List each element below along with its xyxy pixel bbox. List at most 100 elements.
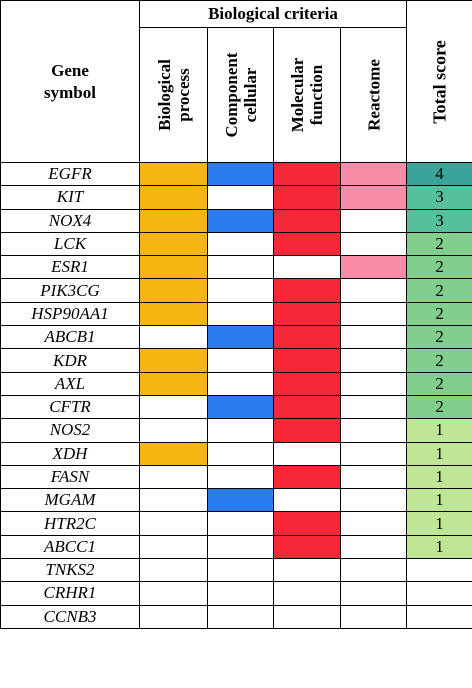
- biological-process-cell: [139, 488, 208, 513]
- biological-process-cell: [139, 534, 208, 560]
- table-row: HTR2C 1: [0, 511, 472, 536]
- component-cellular-cell: [207, 581, 274, 606]
- reactome-cell: [339, 371, 408, 396]
- table-row: KIT 3: [0, 185, 472, 210]
- table-row: ABCB1 2: [0, 325, 472, 350]
- component-cellular-cell: [207, 325, 274, 350]
- gene-symbol-cell: ABCB1: [0, 325, 140, 350]
- table-row: CRHR1: [0, 581, 472, 606]
- reactome-cell: [339, 161, 408, 187]
- biological-process-cell: [139, 301, 208, 327]
- molecular-function-cell: [273, 371, 341, 396]
- molecular-function-cell: [273, 464, 341, 490]
- total-score-cell: 2: [406, 348, 472, 373]
- total-score-cell: 3: [406, 208, 472, 233]
- table-row: CFTR 2: [0, 394, 472, 420]
- reactome-cell: [339, 511, 408, 536]
- table-row: XDH 1: [0, 441, 472, 466]
- biological-criteria-header: Biological criteria: [138, 0, 408, 28]
- biological-process-cell: [139, 255, 208, 280]
- table-row: NOX4 3: [0, 208, 472, 233]
- reactome-cell: [339, 604, 408, 629]
- total-score-cell: 1: [406, 511, 472, 536]
- gene-symbol-cell: KDR: [0, 348, 140, 373]
- reactome-cell: [339, 418, 408, 443]
- molecular-function-header: Molecular function: [273, 27, 341, 163]
- component-cellular-cell: [207, 604, 274, 629]
- total-score-cell: 2: [406, 325, 472, 350]
- component-cellular-cell: [207, 488, 274, 513]
- component-cellular-cell: [207, 301, 274, 327]
- reactome-cell: [339, 185, 408, 210]
- table-row: MGAM 1: [0, 488, 472, 513]
- component-cellular-cell: [207, 558, 274, 583]
- molecular-function-cell: [273, 348, 341, 373]
- biological-process-cell: [139, 348, 208, 373]
- total-score-cell: [406, 558, 472, 583]
- biological-process-header: Biological process: [139, 27, 208, 163]
- biological-process-cell: [139, 441, 208, 466]
- biological-process-cell: [139, 581, 208, 606]
- molecular-function-cell: [273, 278, 341, 303]
- molecular-function-cell: [273, 558, 341, 583]
- table-row: HSP90AA1 2: [0, 301, 472, 327]
- biological-process-header-line2: process: [173, 68, 193, 122]
- reactome-header: Reactome: [339, 27, 408, 163]
- biological-process-cell: [139, 558, 208, 583]
- reactome-cell: [339, 325, 408, 350]
- component-cellular-header-line2: cellular: [240, 67, 260, 123]
- total-score-cell: 1: [406, 464, 472, 490]
- table-body: EGFR 4 KIT 3 NOX4 3 LCK 2 ESR1 2 PIK3CG 2 HSP90AA1 2 A…: [0, 161, 472, 629]
- component-cellular-cell: [207, 231, 274, 257]
- molecular-function-cell: [273, 325, 341, 350]
- reactome-cell: [339, 558, 408, 583]
- gene-symbol-cell: KIT: [0, 185, 140, 210]
- reactome-header-label: Reactome: [364, 59, 383, 131]
- component-cellular-cell: [207, 278, 274, 303]
- component-cellular-cell: [207, 441, 274, 466]
- gene-symbol-header-line2: symbol: [44, 82, 96, 102]
- molecular-function-header-line2: function: [307, 64, 326, 126]
- reactome-cell: [339, 488, 408, 513]
- biological-process-cell: [139, 464, 208, 490]
- reactome-cell: [339, 581, 408, 606]
- gene-symbol-cell: AXL: [0, 371, 140, 396]
- biological-process-cell: [139, 511, 208, 536]
- table-row: KDR 2: [0, 348, 472, 373]
- molecular-function-cell: [273, 255, 341, 280]
- gene-symbol-cell: XDH: [0, 441, 140, 466]
- total-score-cell: 2: [406, 278, 472, 303]
- biological-process-cell: [139, 208, 208, 233]
- total-score-cell: 1: [406, 488, 472, 513]
- gene-symbol-cell: CCNB3: [0, 604, 140, 629]
- biological-process-cell: [139, 418, 208, 443]
- molecular-function-cell: [273, 394, 341, 420]
- molecular-function-cell: [273, 511, 341, 536]
- table-row: ABCC1 1: [0, 534, 472, 560]
- gene-symbol-cell: ABCC1: [0, 534, 140, 560]
- gene-symbol-cell: HSP90AA1: [0, 301, 140, 327]
- table-row: EGFR 4: [0, 161, 472, 187]
- total-score-cell: 4: [406, 161, 472, 187]
- table-row: ESR1 2: [0, 255, 472, 280]
- component-cellular-cell: [207, 464, 274, 490]
- gene-symbol-cell: NOS2: [0, 418, 140, 443]
- total-score-header: Total score: [406, 0, 472, 163]
- total-score-cell: 2: [406, 394, 472, 420]
- biological-process-cell: [139, 325, 208, 350]
- table-row: FASN 1: [0, 464, 472, 490]
- reactome-cell: [339, 394, 408, 420]
- total-score-cell: 2: [406, 231, 472, 257]
- total-score-cell: [406, 581, 472, 606]
- molecular-function-cell: [273, 231, 341, 257]
- component-cellular-cell: [207, 371, 274, 396]
- component-cellular-header: Component cellular: [207, 27, 274, 163]
- gene-symbol-cell: TNKS2: [0, 558, 140, 583]
- molecular-function-cell: [273, 301, 341, 327]
- molecular-function-cell: [273, 161, 341, 187]
- component-cellular-header-line1: Component: [221, 52, 241, 138]
- gene-symbol-cell: PIK3CG: [0, 278, 140, 303]
- gene-symbol-cell: HTR2C: [0, 511, 140, 536]
- component-cellular-cell: [207, 161, 274, 187]
- gene-symbol-cell: CFTR: [0, 394, 140, 420]
